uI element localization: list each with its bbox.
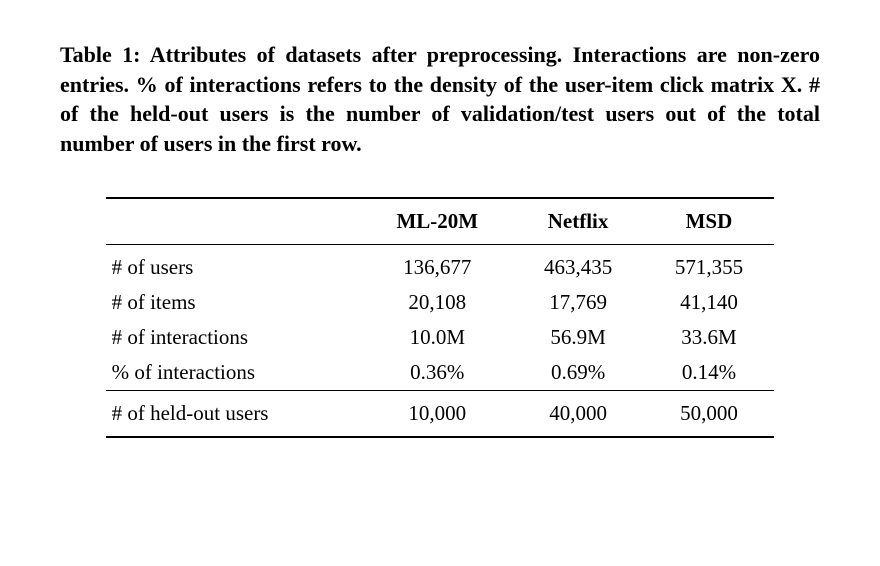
cell: 10.0M: [362, 320, 513, 355]
table-caption: Table 1: Attributes of datasets after pr…: [60, 40, 820, 159]
table-container: ML-20M Netflix MSD # of users 136,677 46…: [106, 197, 775, 438]
datasets-table: ML-20M Netflix MSD # of users 136,677 46…: [106, 197, 775, 438]
col-header-msd: MSD: [644, 198, 775, 245]
cell: 17,769: [513, 285, 644, 320]
row-label: # of items: [106, 285, 362, 320]
cell: 50,000: [644, 390, 775, 437]
row-label: # of users: [106, 244, 362, 285]
cell: 10,000: [362, 390, 513, 437]
cell: 0.69%: [513, 355, 644, 391]
table-row: # of interactions 10.0M 56.9M 33.6M: [106, 320, 775, 355]
table-row-heldout: # of held-out users 10,000 40,000 50,000: [106, 390, 775, 437]
col-header-blank: [106, 198, 362, 245]
row-label: % of interactions: [106, 355, 362, 391]
cell: 20,108: [362, 285, 513, 320]
table-header-row: ML-20M Netflix MSD: [106, 198, 775, 245]
table-row: # of items 20,108 17,769 41,140: [106, 285, 775, 320]
cell: 571,355: [644, 244, 775, 285]
cell: 40,000: [513, 390, 644, 437]
cell: 0.14%: [644, 355, 775, 391]
table-row: % of interactions 0.36% 0.69% 0.14%: [106, 355, 775, 391]
cell: 41,140: [644, 285, 775, 320]
cell: 136,677: [362, 244, 513, 285]
col-header-netflix: Netflix: [513, 198, 644, 245]
cell: 33.6M: [644, 320, 775, 355]
col-header-ml20m: ML-20M: [362, 198, 513, 245]
cell: 56.9M: [513, 320, 644, 355]
table-row: # of users 136,677 463,435 571,355: [106, 244, 775, 285]
cell: 463,435: [513, 244, 644, 285]
row-label: # of held-out users: [106, 390, 362, 437]
row-label: # of interactions: [106, 320, 362, 355]
cell: 0.36%: [362, 355, 513, 391]
